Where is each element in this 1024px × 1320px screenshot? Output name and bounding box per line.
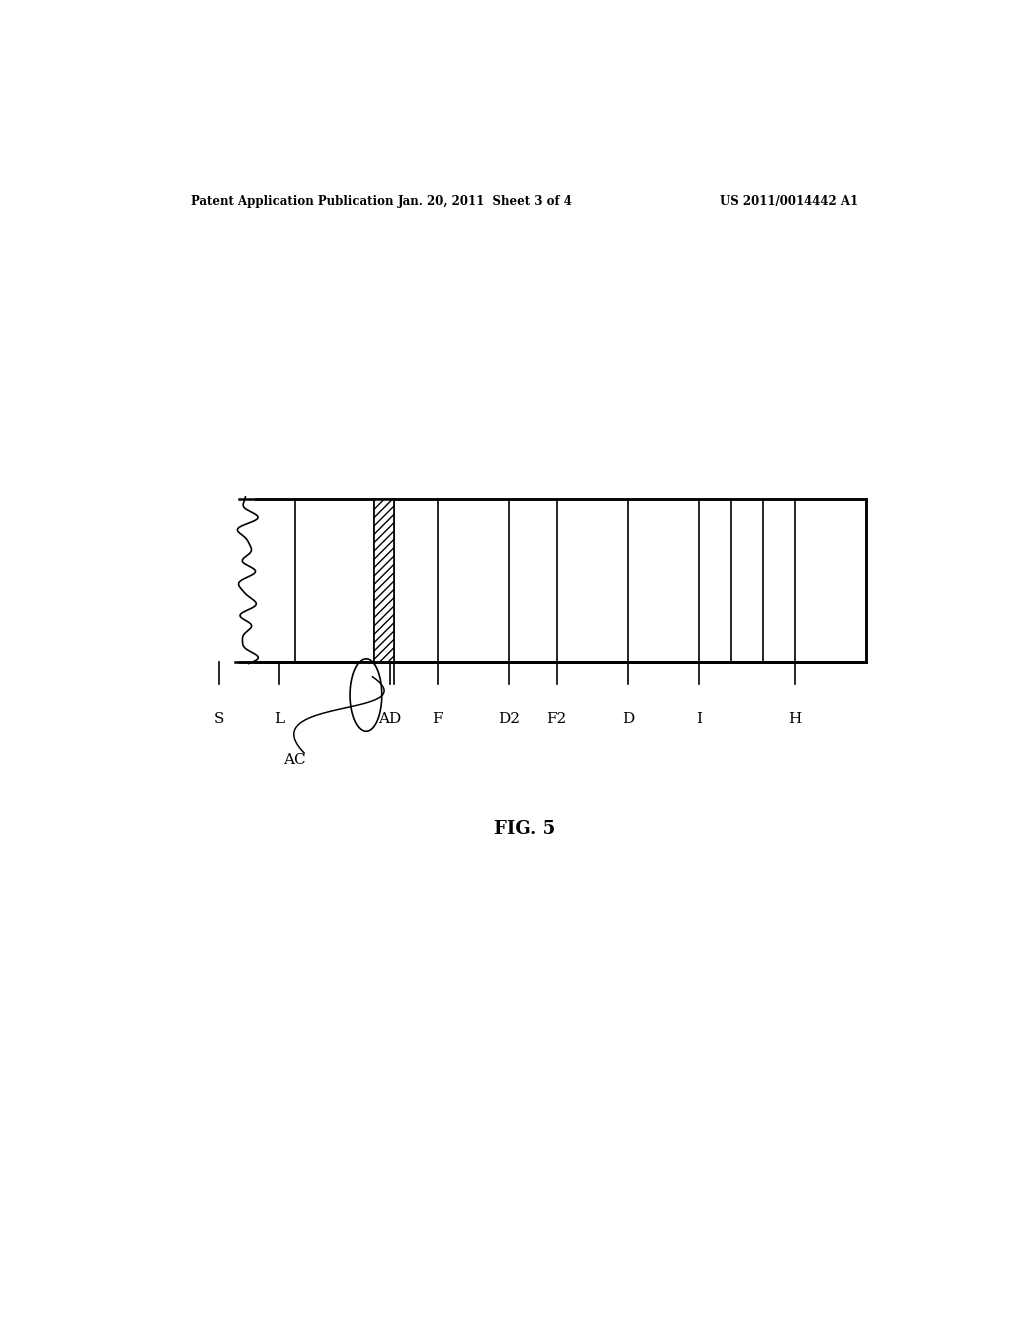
Text: Patent Application Publication: Patent Application Publication xyxy=(191,194,394,207)
Text: D2: D2 xyxy=(498,713,520,726)
Text: AC: AC xyxy=(284,752,306,767)
Text: AD: AD xyxy=(378,713,401,726)
Text: F2: F2 xyxy=(547,713,566,726)
Text: F: F xyxy=(432,713,442,726)
Text: S: S xyxy=(214,713,224,726)
Bar xyxy=(251,499,866,661)
Text: L: L xyxy=(273,713,284,726)
Text: H: H xyxy=(788,713,801,726)
Text: D: D xyxy=(622,713,634,726)
Text: FIG. 5: FIG. 5 xyxy=(495,820,555,838)
Text: Jan. 20, 2011  Sheet 3 of 4: Jan. 20, 2011 Sheet 3 of 4 xyxy=(397,194,572,207)
Polygon shape xyxy=(350,659,382,731)
Text: I: I xyxy=(696,713,702,726)
Text: US 2011/0014442 A1: US 2011/0014442 A1 xyxy=(720,194,858,207)
Bar xyxy=(374,499,394,661)
